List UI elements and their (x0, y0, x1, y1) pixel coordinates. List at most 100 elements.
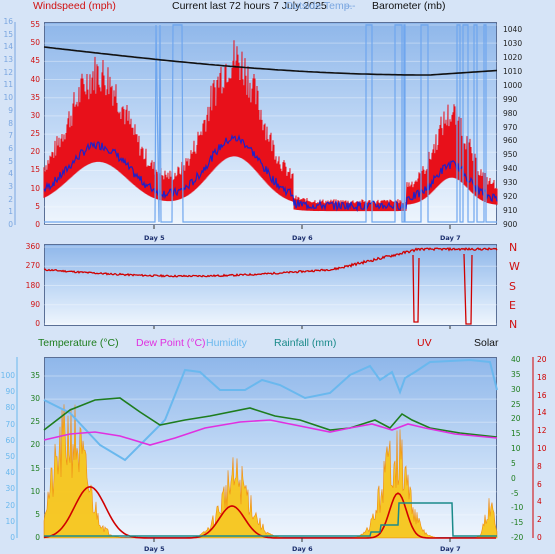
top-left-tick: 50 (30, 38, 40, 48)
top-left-outer-tick: 14 (3, 42, 13, 52)
middle-left-tick: 270 (25, 261, 40, 271)
top-left-outer-tick: 9 (8, 105, 13, 115)
solar-legend: Solar (474, 337, 499, 349)
top-left-outer-tick: 6 (8, 143, 13, 153)
top-day-label: Day 5 (144, 234, 165, 242)
windspeed-legend: Windspeed (mph) (33, 0, 116, 12)
bottom-right-tick: -15 (511, 518, 524, 528)
temperature-legend: Temperature (°C) (38, 337, 119, 349)
top-day-label: Day 7 (440, 234, 461, 242)
dash-legend: --- (345, 0, 356, 12)
uv-series (43, 485, 496, 539)
rainfall-series (44, 502, 497, 537)
top-left-tick: 20 (30, 147, 40, 157)
wind-direction-label: N (509, 241, 518, 254)
humidity-series (43, 358, 498, 462)
bottom-right-outer-tick: 4 (537, 497, 542, 507)
chart-title: Current last 72 hours 7 July 2025 (172, 0, 327, 12)
bottom-left-outer-tick: 0 (10, 533, 15, 542)
bottom-left-outer-tick: 70 (5, 419, 15, 429)
bottom-right-outer-tick: 8 (537, 461, 542, 471)
wind-direction-label: W (509, 260, 520, 274)
wind-direction-series (43, 246, 498, 278)
top-right-tick: 990 (503, 94, 518, 104)
top-left-tick: 10 (30, 183, 40, 193)
top-left-outer-tick: 15 (3, 29, 13, 39)
bottom-right-tick: 20 (511, 414, 521, 424)
bottom-left-tick: 10 (30, 486, 40, 496)
bottom-left-tick: 20 (30, 440, 40, 450)
wind-direction-label: N (509, 318, 518, 331)
top-right-tick: 910 (503, 206, 518, 216)
bottom-left-tick: 25 (30, 417, 40, 427)
top-day-label: Day 6 (292, 234, 313, 242)
bottom-left-tick: 15 (30, 463, 40, 473)
bottom-left-tick: 5 (35, 509, 40, 519)
top-left-outer-tick: 10 (3, 93, 13, 103)
bottom-left-outer-tick: 40 (5, 468, 15, 478)
top-left-tick: 0 (35, 220, 40, 229)
bottom-left-outer-tick: 90 (5, 387, 15, 397)
solar-series (43, 404, 498, 539)
top-right-tick: 1030 (503, 38, 523, 48)
top-right-tick: 930 (503, 178, 518, 188)
bottom-right-tick: 35 (511, 369, 521, 379)
outside-temp-series (44, 24, 497, 223)
bottom-right-outer-tick: 10 (537, 444, 547, 453)
top-left-outer-tick: 8 (8, 118, 13, 128)
bottom-right-outer-tick: 0 (537, 533, 542, 542)
top-right-tick: 1020 (503, 52, 523, 62)
top-left-outer-tick: 2 (8, 194, 13, 204)
middle-left-tick: 360 (25, 242, 40, 251)
dewpoint-legend: Dew Point (°C) (136, 337, 206, 349)
bottom-left-tick: 0 (35, 533, 40, 542)
top-left-outer-tick: 7 (8, 131, 13, 141)
uv-legend: UV (417, 337, 432, 349)
top-left-outer-tick: 3 (8, 181, 13, 191)
wind-direction-label: E (509, 298, 516, 312)
top-left-tick: 55 (30, 20, 40, 29)
top-left-outer-tick: 0 (8, 220, 13, 229)
bottom-day-label: Day 7 (440, 545, 461, 553)
top-right-tick: 980 (503, 108, 518, 118)
bottom-right-tick: 0 (511, 473, 516, 483)
bottom-right-tick: -20 (511, 533, 524, 542)
top-right-tick: 920 (503, 192, 518, 202)
barometer-series (43, 46, 498, 76)
top-left-tick: 30 (30, 110, 40, 120)
top-right-tick: 1040 (503, 25, 523, 34)
bottom-right-tick: 25 (511, 399, 521, 409)
top-left-outer-tick: 13 (3, 55, 13, 65)
top-right-tick: 900 (503, 220, 518, 229)
top-left-outer-tick: 12 (3, 67, 13, 77)
top-left-outer-tick: 16 (3, 17, 13, 26)
middle-left-tick: 0 (35, 319, 40, 328)
top-left-outer-tick: 5 (8, 156, 13, 166)
top-right-tick: 960 (503, 136, 518, 146)
top-left-tick: 40 (30, 74, 40, 84)
bottom-left-tick: 35 (30, 371, 40, 380)
bottom-right-tick: 15 (511, 429, 521, 439)
bottom-left-outer-tick: 30 (5, 484, 15, 494)
wind-direction-drops (412, 253, 473, 325)
bottom-day-label: Day 6 (292, 545, 313, 553)
top-left-tick: 15 (30, 165, 40, 175)
outside-temp-legend: Outside Temp. (285, 0, 353, 12)
top-left-tick: 45 (30, 56, 40, 66)
top-right-tick: 940 (503, 164, 518, 174)
bottom-day-label: Day 5 (144, 545, 165, 553)
top-right-tick: 970 (503, 122, 518, 132)
bottom-right-outer-tick: 18 (537, 372, 547, 382)
bottom-right-outer-tick: 14 (537, 408, 547, 418)
barometer-legend: Barometer (mb) (372, 0, 446, 12)
bottom-right-outer-tick: 16 (537, 390, 547, 400)
bottom-right-tick: 30 (511, 384, 521, 394)
bottom-left-outer-tick: 50 (5, 452, 15, 461)
bottom-right-outer-tick: 2 (537, 515, 542, 525)
dewpoint-series (43, 419, 498, 446)
top-left-tick: 25 (30, 129, 40, 139)
top-right-tick: 950 (503, 150, 518, 160)
bottom-right-tick: 5 (511, 458, 516, 468)
bottom-left-outer-tick: 100 (0, 371, 15, 380)
